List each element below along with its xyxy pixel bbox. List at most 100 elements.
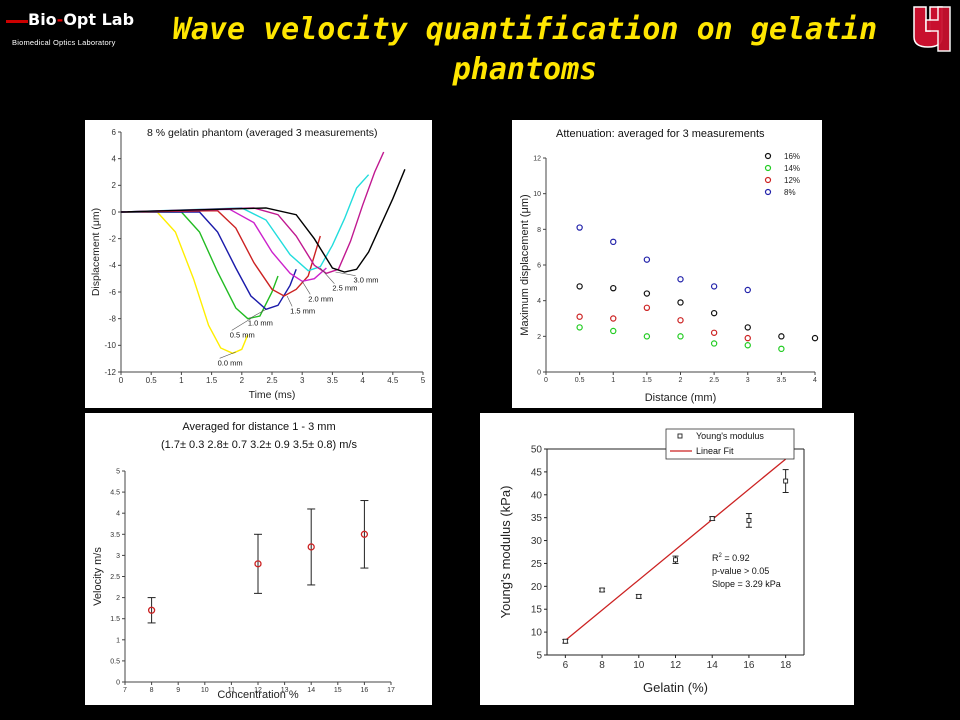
- x-tick-label: 4: [813, 377, 817, 384]
- y-tick-label: 6: [537, 262, 541, 269]
- legend-marker-2: [764, 176, 772, 184]
- data-point: [562, 638, 568, 644]
- y-tick-label: -10: [104, 341, 116, 350]
- annotation-leader: [231, 318, 252, 331]
- y-tick-label: 8: [537, 227, 541, 234]
- velocity-panel: 7 8 9 10 11 12 13 14 15 16 17 0 0.5 1 1.5 2 2.5 3 3.5 4 4.5 5…: [85, 413, 432, 705]
- y-tick-label: 5: [536, 651, 542, 662]
- wave-displacement-chart: 0 0.5 1 1.5 2 2.5 3 3.5 4 4.5 5 -12 -10 -8 -6 -4 -2 0 2 4 6 T…: [90, 127, 426, 401]
- annotation-label: 3.0 mm: [354, 276, 379, 285]
- logo-text-bio: Bio: [28, 10, 57, 29]
- data-point-0: [576, 283, 583, 290]
- bioopt-lab-logo: Bio-Opt Lab Biomedical Optics Laboratory: [6, 4, 136, 52]
- legend-marker-0: [764, 152, 772, 160]
- series-line-4: [120, 208, 327, 283]
- data-point: [147, 606, 156, 614]
- r-squared-annotation: R2 = 0.92: [712, 553, 750, 563]
- x-axis-label: Time (ms): [249, 389, 296, 401]
- page-title: Wave velocity quantification on gelatin …: [172, 12, 878, 87]
- y-tick-label: -8: [109, 314, 117, 323]
- data-point-1: [744, 342, 751, 349]
- series-line-1: [121, 211, 279, 320]
- y-tick-label: 4.5: [110, 490, 120, 497]
- x-tick-label: 1: [611, 377, 615, 384]
- legend-marker-1: [764, 164, 772, 172]
- annotation-label: 2.5 mm: [332, 284, 357, 293]
- data-point-0: [811, 334, 819, 342]
- y-tick-label: 10: [533, 191, 541, 198]
- y-axis-label: Young's modulus (kPa): [498, 486, 513, 619]
- y-tick-label: 5: [116, 468, 120, 475]
- legend-box: [665, 428, 795, 460]
- x-tick-label: 13: [281, 687, 289, 694]
- logo-text-opt: Opt: [63, 10, 97, 29]
- y-tick-label: 0: [537, 369, 541, 376]
- x-tick-label: 0.5: [146, 376, 158, 385]
- youngs-modulus-chart: 6 8 10 12 14 16 18 5 10 15 20 25 30 35 40 45 50 Gelatin (…: [498, 428, 805, 695]
- legend-label-points: Young's modulus: [696, 431, 764, 441]
- data-point-0: [677, 299, 684, 306]
- legend-label-1: 14%: [784, 164, 800, 173]
- x-tick-label: 12: [670, 660, 682, 671]
- y-tick-label: 4: [537, 298, 541, 305]
- y-tick-label: -2: [109, 234, 117, 243]
- legend-marker-3: [764, 188, 772, 196]
- velocity-chart: 7 8 9 10 11 12 13 14 15 16 17 0 0.5 1 1.5 2 2.5 3 3.5 4 4.5 5…: [92, 421, 395, 701]
- data-point-0: [710, 309, 718, 317]
- data-point: [709, 516, 715, 522]
- data-point-2: [710, 329, 718, 336]
- r-squared-exponent: 2: [719, 553, 723, 559]
- data-point-2: [576, 313, 583, 320]
- x-tick-label: 0.5: [575, 377, 585, 384]
- uh-logo: UH: [913, 6, 951, 53]
- x-tick-label: 17: [387, 687, 395, 694]
- y-tick-label: 35: [531, 513, 543, 524]
- legend-marker-points: [677, 433, 683, 439]
- data-point-1: [643, 333, 651, 340]
- y-tick-label: -4: [109, 261, 117, 270]
- data-point: [360, 530, 369, 538]
- logo-text-lab: Lab: [96, 10, 135, 29]
- annotation-label: 0.0 mm: [218, 358, 243, 367]
- y-tick-label: 12: [533, 155, 541, 162]
- x-tick-label: 16: [361, 687, 369, 694]
- y-tick-label: 25: [531, 559, 543, 570]
- chart-subtitle: (1.7± 0.3 2.8± 0.7 3.2± 0.9 3.5± 0.8) m/…: [161, 439, 357, 451]
- y-tick-label: 40: [531, 490, 543, 501]
- x-tick-label: 12: [254, 687, 262, 694]
- y-tick-label: 30: [531, 536, 543, 547]
- x-tick-label: 3.5: [327, 376, 339, 385]
- data-point: [746, 517, 752, 523]
- chart-title: Attenuation: averaged for 3 measurements: [556, 128, 765, 140]
- data-point-3: [576, 224, 583, 231]
- y-tick-label: 20: [531, 582, 543, 593]
- logo-title: Bio-Opt Lab: [28, 10, 135, 29]
- x-tick-label: 2: [240, 376, 245, 385]
- data-point-3: [710, 283, 718, 290]
- y-tick-label: 6: [112, 128, 117, 137]
- y-tick-label: 4: [112, 154, 117, 163]
- y-tick-label: -6: [109, 288, 117, 297]
- data-point: [599, 587, 605, 593]
- legend-label-2: 12%: [784, 176, 800, 185]
- y-tick-label: 0: [116, 679, 120, 686]
- x-tick-label: 14: [707, 660, 719, 671]
- x-axis-label: Gelatin (%): [643, 680, 708, 695]
- y-axis-label: Displacement (μm): [90, 208, 102, 296]
- y-tick-label: 0.5: [110, 658, 120, 665]
- x-tick-label: 15: [334, 687, 342, 694]
- series-line-7: [120, 169, 406, 273]
- x-tick-label: 1.5: [642, 377, 652, 384]
- x-tick-label: 2.5: [709, 377, 719, 384]
- x-tick-label: 18: [780, 660, 792, 671]
- x-tick-label: 0: [544, 377, 548, 384]
- legend-label-fit: Linear Fit: [696, 446, 734, 456]
- data-point-2: [643, 304, 651, 311]
- uh-logo-text: UH: [933, 51, 935, 53]
- x-tick-label: 1: [179, 376, 184, 385]
- y-tick-label: 15: [531, 605, 543, 616]
- annotation-leader: [320, 267, 335, 284]
- y-tick-label: 3.5: [110, 532, 120, 539]
- y-tick-label: 2: [116, 595, 120, 602]
- y-tick-label: 4: [116, 511, 120, 518]
